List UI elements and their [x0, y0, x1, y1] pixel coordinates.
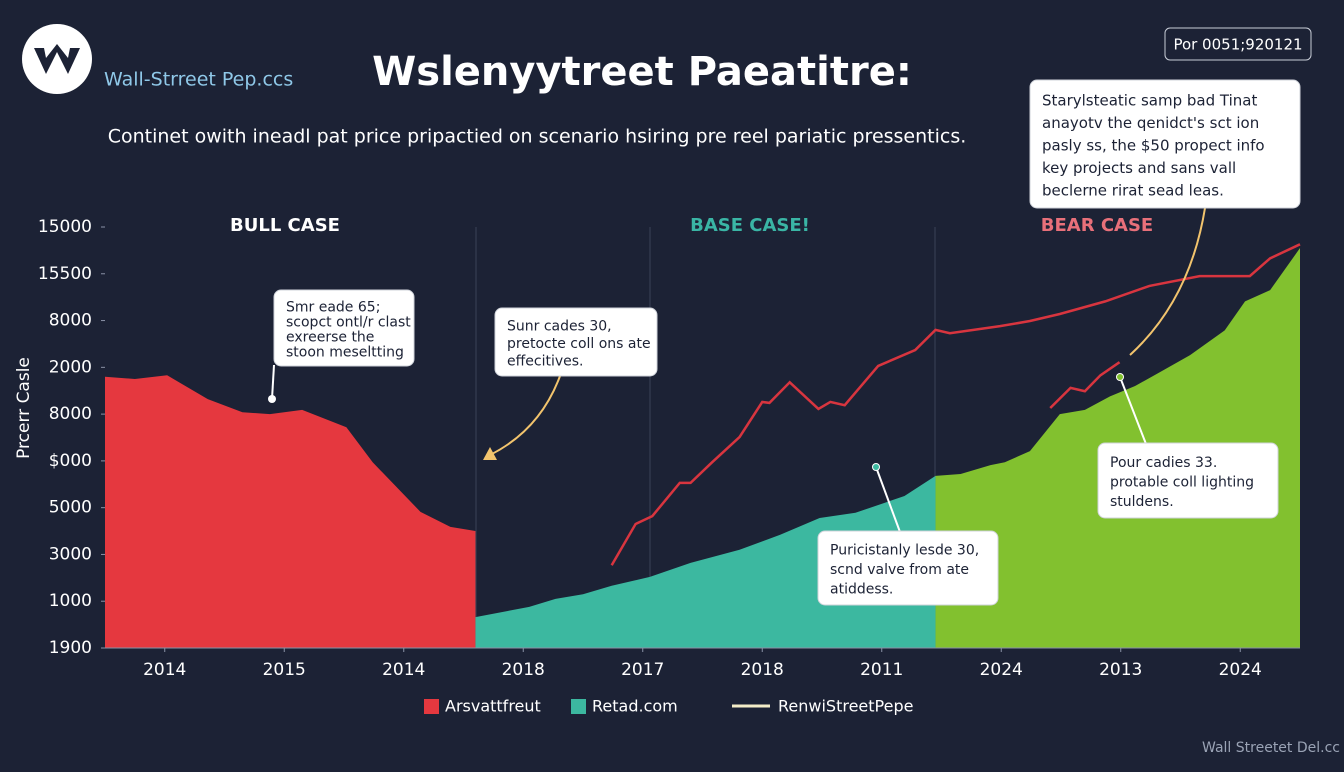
callout-text: Smr eade 65;: [286, 300, 380, 316]
region-label: BULL CASE: [230, 215, 340, 236]
x-tick-label: 2017: [621, 660, 664, 680]
logo: [22, 24, 92, 94]
x-tick-label: 2014: [143, 660, 186, 680]
area: [105, 375, 476, 648]
callout-box: [1097, 442, 1279, 519]
legend-swatch: [571, 699, 586, 714]
callout-text: scopct ontl/r clast: [286, 315, 411, 331]
logo-mark: [34, 44, 80, 74]
callout-box: [273, 289, 415, 367]
pointer: [489, 375, 561, 456]
callout-text: protable coll lighting: [1110, 475, 1254, 491]
callout-text: stoon meseltting: [286, 345, 404, 361]
x-tick-label: 2011: [860, 660, 903, 680]
callout-dot: [268, 395, 276, 403]
x-tick-label: 2014: [382, 660, 425, 680]
badge: Por 0051;920121: [1173, 36, 1302, 54]
callout-text: pasly ss, the $50 propect info: [1042, 137, 1265, 155]
callout-dot: [873, 464, 879, 470]
callout-text: scnd valve from ate: [830, 562, 969, 578]
callout-text: pretocte coll ons ate: [507, 336, 651, 352]
y-tick-label: 1900: [49, 638, 92, 658]
pointer: [1119, 376, 1147, 445]
y-tick-label: 8000: [49, 404, 92, 424]
callout-text: Sunr cades 30,: [507, 319, 612, 335]
callout-text: effecitives.: [507, 353, 583, 369]
callout-text: Puricistanly lesde 30,: [830, 543, 979, 559]
callout-text: Starylsteatic samp bad Tinat: [1042, 92, 1257, 110]
callout-box: [1029, 79, 1301, 209]
area: [475, 475, 936, 648]
legend-swatch: [424, 699, 439, 714]
y-tick-label: 3000: [49, 544, 92, 564]
y-tick-label: 15000: [38, 217, 92, 237]
callout-text: Pour cadies 33.: [1110, 455, 1217, 471]
x-tick-label: 2018: [741, 660, 784, 680]
line: [610, 243, 1301, 566]
callout-box: [817, 530, 999, 606]
y-axis-label: Prcerr Casle: [14, 357, 34, 459]
arrow-head: [483, 447, 497, 460]
x-tick-label: 2024: [980, 660, 1023, 680]
pointer: [271, 364, 275, 400]
logo-text: Wall-Strreet Pep.ccs: [104, 69, 293, 91]
x-tick-label: 2015: [263, 660, 306, 680]
y-tick-label: 1000: [49, 591, 92, 611]
legend-label: RenwiStreetPepe: [778, 697, 913, 716]
y-tick-label: 5000: [49, 498, 92, 518]
x-tick-label: 2018: [502, 660, 545, 680]
x-tick-label: 2024: [1219, 660, 1262, 680]
badge-box: [1164, 27, 1312, 61]
y-tick-label: 2000: [49, 357, 92, 377]
legend-label: Retad.com: [592, 697, 678, 716]
pointer: [875, 466, 901, 533]
callout-dot: [1117, 374, 1123, 380]
title: Wslenyytreet Paeatitre:: [372, 49, 912, 95]
pointer: [1129, 207, 1206, 356]
footer: Wall Streetet Del.cc: [1202, 740, 1340, 756]
callout-text: atiddess.: [830, 581, 893, 597]
x-tick-label: 2013: [1099, 660, 1142, 680]
callout-text: anayotv the qenidct's sct ion: [1042, 114, 1259, 132]
y-tick-label: 8000: [49, 311, 92, 331]
legend-label: Arsvattfreut: [445, 697, 541, 716]
callout-box: [494, 307, 658, 377]
callout-text: key projects and sans vall: [1042, 159, 1236, 177]
y-tick-label: $000: [49, 451, 92, 471]
callout-text: exreerse the: [286, 330, 374, 346]
region-label: BEAR CASE: [1041, 215, 1153, 236]
subtitle: Continet owith ineadl pat price pripacti…: [108, 126, 967, 148]
y-tick-label: 15500: [38, 264, 92, 284]
callout-text: beclerne rirat sead leas.: [1042, 181, 1224, 199]
callout-text: stuldens.: [1110, 494, 1174, 510]
region-label: BASE CASE!: [690, 215, 810, 236]
